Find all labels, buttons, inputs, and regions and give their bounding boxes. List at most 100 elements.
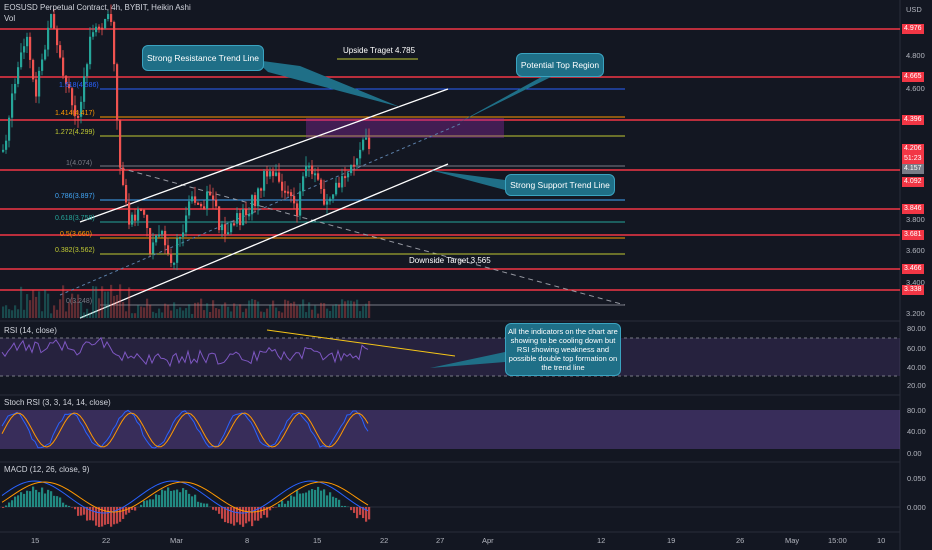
volume-bar (125, 311, 128, 318)
volume-bar (182, 310, 185, 318)
price-tag-4665: 4.665 (902, 72, 924, 82)
macd-histogram-bar (200, 502, 203, 507)
candle-body (2, 149, 5, 152)
stoch-label: Stoch RSI (3, 3, 14, 14, close) (4, 398, 111, 407)
rsi-note-callout[interactable]: All the indicators on the chart are show… (505, 323, 621, 376)
volume-bar (230, 311, 233, 318)
support-callout[interactable]: Strong Support Trend Line (505, 174, 615, 196)
candle-body (44, 49, 47, 60)
macd-tick: 0.000 (907, 503, 926, 512)
time-tick: Apr (482, 536, 494, 545)
fib-label: 1.272(4.299) (55, 129, 95, 136)
macd-histogram-bar (68, 505, 71, 507)
macd-histogram-bar (323, 489, 326, 507)
volume-bar (212, 300, 215, 318)
macd-histogram-bar (134, 507, 137, 511)
volume-bar (347, 300, 350, 318)
candle-body (176, 238, 179, 263)
macd-histogram-bar (53, 495, 56, 507)
macd-histogram-bar (302, 493, 305, 507)
volume-bar (305, 312, 308, 318)
candle-body (227, 232, 230, 235)
macd-histogram-bar (125, 507, 128, 515)
volume-bar (32, 290, 35, 318)
price-tick-4600: 4.600 (906, 84, 925, 93)
candle-body (296, 203, 299, 216)
countdown-tag: 51:23 (902, 154, 924, 164)
macd-histogram-bar (299, 493, 302, 507)
candle-body (164, 230, 167, 246)
volume-bar (47, 293, 50, 318)
volume-bar (221, 305, 224, 318)
volume-bar (293, 301, 296, 318)
macd-histogram-bar (239, 507, 242, 525)
fib-label: 0.5(3.660) (60, 231, 92, 238)
candle-body (14, 83, 17, 94)
volume-bar (335, 304, 338, 318)
macd-histogram-bar (341, 505, 344, 507)
volume-bar (104, 291, 107, 318)
candle-body (89, 36, 92, 65)
volume-bar (353, 301, 356, 318)
macd-histogram-bar (20, 492, 23, 507)
volume-bar (95, 286, 98, 318)
candle-body (110, 14, 113, 22)
candle-body (344, 176, 347, 179)
candle-body (134, 214, 137, 221)
volume-bar (107, 291, 110, 318)
volume-bar (299, 304, 302, 318)
candle-body (185, 215, 188, 233)
macd-histogram-bar (179, 492, 182, 507)
candle-body (293, 196, 296, 204)
current-price-tag: 4.206 (902, 144, 924, 154)
macd-histogram-bar (269, 507, 272, 511)
volume-bar (275, 307, 278, 318)
candle-body (62, 57, 65, 76)
macd-histogram-bar (326, 495, 329, 507)
volume-bar (200, 298, 203, 318)
time-tick: 19 (667, 536, 676, 545)
rsi-tick: 60.00 (907, 344, 926, 353)
macd-histogram-bar (311, 489, 314, 507)
macd-histogram-bar (344, 505, 347, 507)
time-tick: 15 (313, 536, 322, 545)
macd-histogram-bar (92, 507, 95, 521)
macd-histogram-bar (5, 505, 8, 507)
macd-histogram-bar (254, 507, 257, 521)
volume-bar (74, 301, 77, 318)
macd-histogram-bar (266, 507, 269, 518)
macd-histogram-bar (113, 507, 116, 525)
candle-body (32, 59, 35, 80)
fib-label: 1.618(4.586) (59, 82, 99, 89)
resistance-callout[interactable]: Strong Resistance Trend Line (142, 45, 264, 71)
volume-bar (278, 311, 281, 318)
volume-bar (314, 305, 317, 318)
potential-top-callout[interactable]: Potential Top Region (516, 53, 604, 77)
candle-body (242, 208, 245, 226)
candle-body (308, 165, 311, 168)
macd-histogram-bar (173, 490, 176, 507)
time-tick: 8 (245, 536, 250, 545)
volume-bar (263, 312, 266, 318)
volume-bar (29, 300, 32, 318)
candle-body (347, 173, 350, 178)
candle-body (26, 36, 29, 47)
price-tick-4800: 4.800 (906, 51, 925, 60)
volume-bar (362, 306, 365, 318)
candle-body (155, 235, 158, 243)
volume-bar (5, 305, 8, 318)
macd-histogram-bar (95, 507, 98, 526)
candle-body (338, 182, 341, 188)
candle-body (329, 198, 332, 202)
volume-bar (218, 309, 221, 318)
volume-bar (206, 303, 209, 318)
volume-bar (311, 309, 314, 318)
volume-bar (89, 312, 92, 318)
time-tick: 26 (736, 536, 745, 545)
volume-bar (116, 294, 119, 318)
macd-histogram-bar (293, 496, 296, 507)
macd-histogram-bar (2, 507, 5, 508)
fib-label: 1.414(4.417) (55, 110, 95, 117)
macd-label: MACD (12, 26, close, 9) (4, 465, 90, 474)
